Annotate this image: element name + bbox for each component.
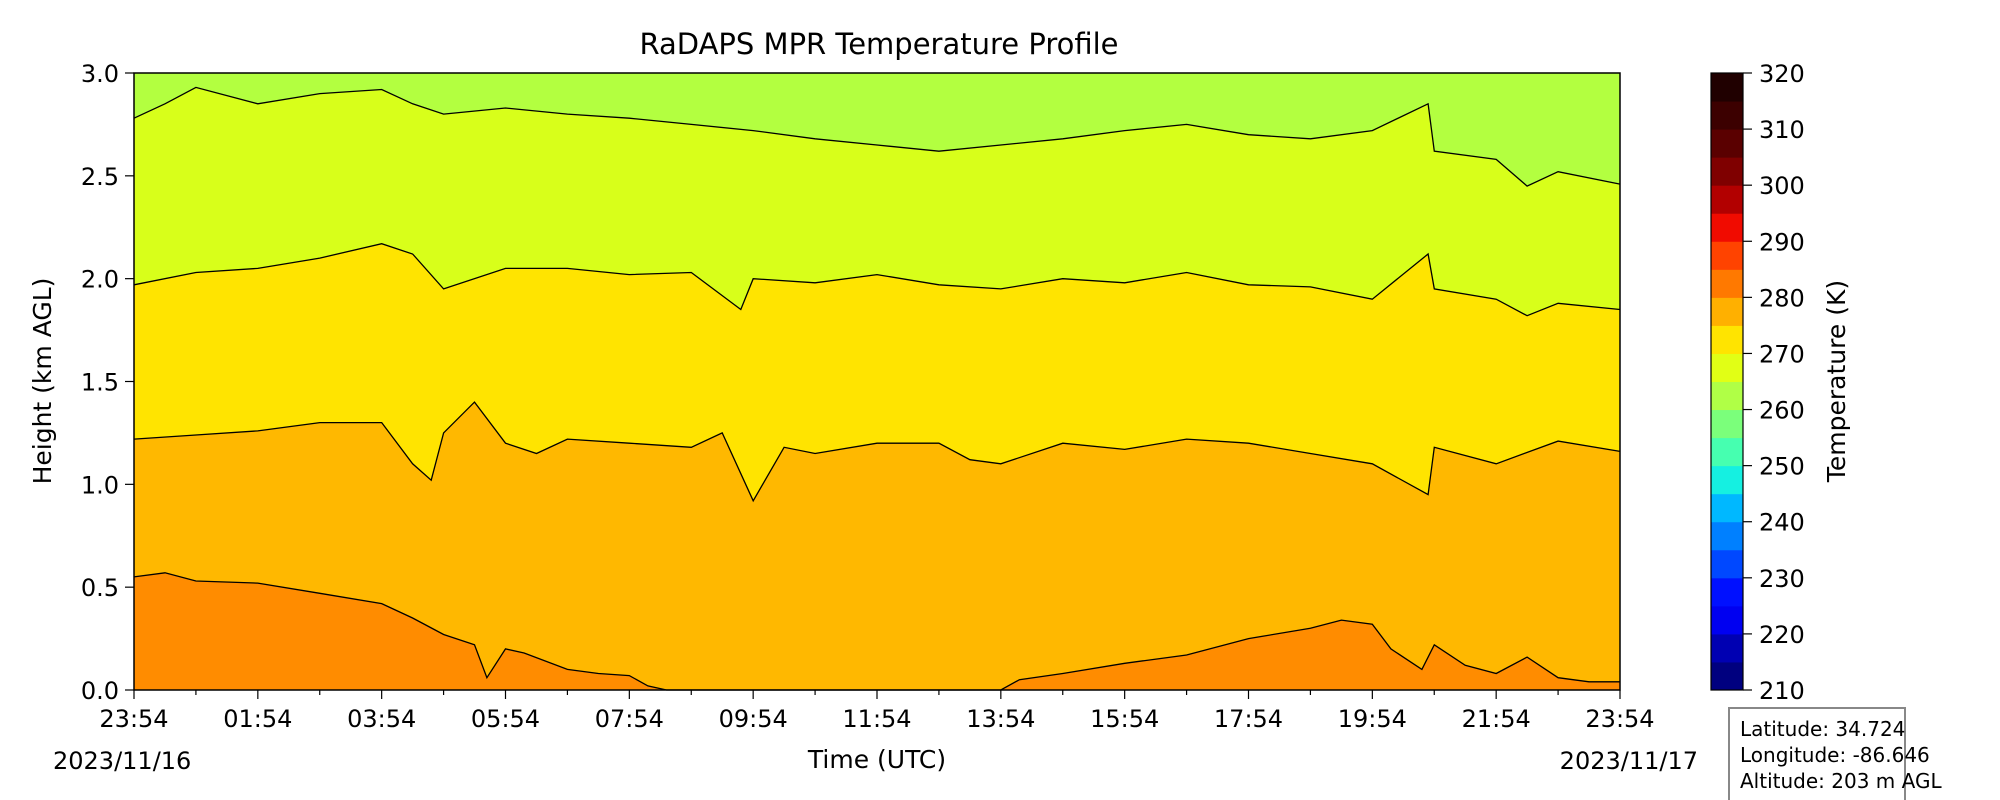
colorbar-segment	[1711, 381, 1743, 411]
contour-285	[133, 401, 1621, 503]
x-tick-label: 17:54	[1214, 705, 1283, 733]
colorbar-segment	[1711, 213, 1743, 242]
x-tick-label: 01:54	[223, 705, 292, 733]
y-tick-label: 2.0	[81, 266, 119, 294]
x-axis-label: Time (UTC)	[807, 745, 946, 774]
x-tick-label: 05:54	[471, 705, 540, 733]
plot-area	[134, 73, 1620, 690]
y-tick-label: 0.0	[81, 677, 119, 705]
x-tick-label: 15:54	[1090, 705, 1159, 733]
colorbar-segment	[1711, 577, 1743, 607]
colorbar-tick-label: 240	[1759, 509, 1805, 537]
x-tick-label: 23:54	[99, 705, 168, 733]
x-tick-label: 19:54	[1338, 705, 1407, 733]
start-date-label: 2023/11/16	[53, 747, 191, 775]
colorbar-segment	[1711, 269, 1743, 298]
y-tick-label: 2.5	[81, 163, 119, 191]
x-tick-label: 11:54	[842, 705, 911, 733]
y-axis-label: Height (km AGL)	[28, 278, 57, 485]
colorbar-segment	[1711, 493, 1743, 523]
band-285-290	[134, 402, 1620, 690]
colorbar-segment	[1711, 549, 1743, 579]
colorbar-segment	[1711, 605, 1743, 635]
y-axis: 0.0 0.5 1.0 1.5 2.0 2.5 3.0	[81, 60, 134, 705]
colorbar-segment	[1711, 297, 1743, 326]
colorbar-segment	[1711, 73, 1743, 102]
x-tick-label: 21:54	[1462, 705, 1531, 733]
colorbar-segment	[1711, 437, 1743, 467]
colorbar-tick-label: 250	[1759, 453, 1805, 481]
colorbar-frame	[1710, 72, 1744, 691]
colorbar-segment	[1711, 353, 1743, 382]
colorbar-segment	[1711, 325, 1743, 354]
contour-280	[133, 243, 1621, 317]
colorbar-segment	[1711, 101, 1743, 130]
colorbar-segment	[1711, 409, 1743, 439]
colorbar-ticks: 210 220 230 240 250 260 270 280 290 300 310 320	[1743, 60, 1805, 705]
colorbar-tick-label: 290	[1759, 228, 1805, 256]
chart-title: RaDAPS MPR Temperature Profile	[639, 27, 1118, 61]
colorbar-tick-label: 220	[1759, 621, 1805, 649]
colorbar-tick-label: 230	[1759, 565, 1805, 593]
end-date-label: 2023/11/17	[1560, 747, 1698, 775]
band-290-295	[134, 572, 1620, 690]
colorbar-tick-label: 260	[1759, 397, 1805, 425]
colorbar-segment	[1711, 129, 1743, 158]
colorbar-segment	[1711, 465, 1743, 495]
colorbar-segment	[1711, 241, 1743, 270]
colorbar-label: Temperature (K)	[1822, 280, 1851, 483]
colorbar-segment	[1711, 633, 1743, 663]
y-tick-label: 1.5	[81, 369, 119, 397]
colorbar-segment	[1711, 521, 1743, 551]
x-tick-label: 23:54	[1585, 705, 1654, 733]
latitude-text: Latitude: 34.724	[1740, 717, 1905, 741]
colorbar-tick-label: 210	[1759, 677, 1805, 705]
x-tick-label: 13:54	[966, 705, 1035, 733]
info-box-frame	[1728, 707, 1906, 800]
colorbar	[1711, 73, 1743, 691]
station-info-box: Latitude: 34.724 Longitude: -86.646 Alti…	[1728, 707, 1942, 800]
colorbar-tick-label: 320	[1759, 60, 1805, 88]
colorbar-tick-label: 270	[1759, 340, 1805, 368]
colorbar-segment	[1711, 185, 1743, 214]
colorbar-segment	[1711, 157, 1743, 186]
x-tick-label: 03:54	[347, 705, 416, 733]
colorbar-segment	[1711, 661, 1743, 691]
y-tick-label: 3.0	[81, 60, 119, 88]
y-tick-label: 0.5	[81, 574, 119, 602]
x-axis: 23:54 01:54 03:54 05:54 07:54 09:54 11:54 13:54…	[99, 690, 1655, 733]
altitude-text: Altitude: 203 m AGL	[1740, 769, 1942, 793]
contour-275	[133, 86, 1621, 187]
longitude-text: Longitude: -86.646	[1740, 743, 1930, 767]
colorbar-tick-label: 280	[1759, 284, 1805, 312]
x-tick-label: 09:54	[719, 705, 788, 733]
x-tick-label: 07:54	[595, 705, 664, 733]
colorbar-tick-label: 300	[1759, 172, 1805, 200]
colorbar-tick-label: 310	[1759, 116, 1805, 144]
y-tick-label: 1.0	[81, 471, 119, 499]
